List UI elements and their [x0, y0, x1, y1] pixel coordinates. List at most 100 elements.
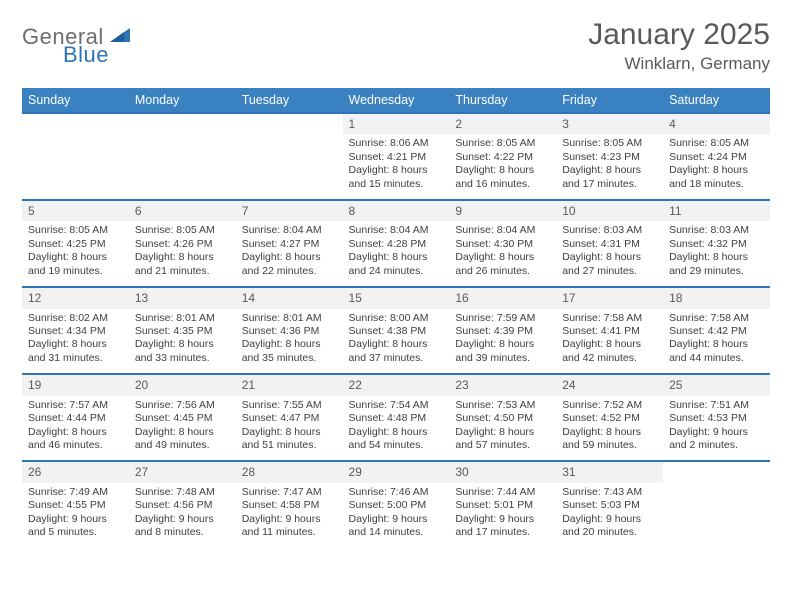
sunset: Sunset: 4:22 PM [455, 151, 550, 164]
day-detail: Sunrise: 8:05 AMSunset: 4:26 PMDaylight:… [129, 221, 236, 286]
daylight: Daylight: 8 hours and 49 minutes. [135, 426, 230, 453]
sunrise: Sunrise: 8:03 AM [562, 224, 657, 237]
day-body-cell: Sunrise: 7:48 AMSunset: 4:56 PMDaylight:… [129, 483, 236, 548]
calendar-header-row: SundayMondayTuesdayWednesdayThursdayFrid… [22, 88, 770, 113]
sunrise: Sunrise: 7:56 AM [135, 399, 230, 412]
day-detail: Sunrise: 7:57 AMSunset: 4:44 PMDaylight:… [22, 396, 129, 461]
day-body-cell: Sunrise: 8:05 AMSunset: 4:22 PMDaylight:… [449, 134, 556, 200]
sunset: Sunset: 5:00 PM [349, 499, 444, 512]
sunset: Sunset: 4:41 PM [562, 325, 657, 338]
day-detail: Sunrise: 7:58 AMSunset: 4:41 PMDaylight:… [556, 309, 663, 374]
day-number: 22 [343, 375, 450, 395]
day-number-cell: 6 [129, 200, 236, 221]
day-number-cell: 8 [343, 200, 450, 221]
day-number-cell: 18 [663, 287, 770, 308]
daylight: Daylight: 8 hours and 17 minutes. [562, 164, 657, 191]
day-body-cell: Sunrise: 8:05 AMSunset: 4:24 PMDaylight:… [663, 134, 770, 200]
daylight: Daylight: 8 hours and 33 minutes. [135, 338, 230, 365]
day-detail: Sunrise: 7:54 AMSunset: 4:48 PMDaylight:… [343, 396, 450, 461]
day-detail: Sunrise: 8:01 AMSunset: 4:36 PMDaylight:… [236, 309, 343, 374]
day-detail: Sunrise: 7:44 AMSunset: 5:01 PMDaylight:… [449, 483, 556, 548]
day-body-cell: Sunrise: 8:00 AMSunset: 4:38 PMDaylight:… [343, 309, 450, 375]
daylight: Daylight: 9 hours and 11 minutes. [242, 513, 337, 540]
day-body-cell: Sunrise: 7:49 AMSunset: 4:55 PMDaylight:… [22, 483, 129, 548]
daylight: Daylight: 8 hours and 27 minutes. [562, 251, 657, 278]
daylight: Daylight: 8 hours and 35 minutes. [242, 338, 337, 365]
sunrise: Sunrise: 8:05 AM [135, 224, 230, 237]
day-number-cell: 26 [22, 461, 129, 482]
day-number: 25 [663, 375, 770, 395]
daylight: Daylight: 8 hours and 19 minutes. [28, 251, 123, 278]
weekday-header: Monday [129, 88, 236, 113]
sunrise: Sunrise: 7:55 AM [242, 399, 337, 412]
day-detail: Sunrise: 8:05 AMSunset: 4:22 PMDaylight:… [449, 134, 556, 199]
day-number-cell: 30 [449, 461, 556, 482]
day-number-cell: 5 [22, 200, 129, 221]
day-number-cell: 16 [449, 287, 556, 308]
day-body-cell: Sunrise: 7:44 AMSunset: 5:01 PMDaylight:… [449, 483, 556, 548]
day-number: 13 [129, 288, 236, 308]
day-number-cell: 14 [236, 287, 343, 308]
day-detail: Sunrise: 8:05 AMSunset: 4:25 PMDaylight:… [22, 221, 129, 286]
day-detail: Sunrise: 8:03 AMSunset: 4:32 PMDaylight:… [663, 221, 770, 286]
day-detail: Sunrise: 7:47 AMSunset: 4:58 PMDaylight:… [236, 483, 343, 548]
day-number: 28 [236, 462, 343, 482]
sunrise: Sunrise: 7:49 AM [28, 486, 123, 499]
day-number-cell: 15 [343, 287, 450, 308]
daylight: Daylight: 8 hours and 42 minutes. [562, 338, 657, 365]
day-body-cell: Sunrise: 7:53 AMSunset: 4:50 PMDaylight:… [449, 396, 556, 462]
sunrise: Sunrise: 8:01 AM [135, 312, 230, 325]
day-body-cell [236, 134, 343, 200]
day-number-cell: 21 [236, 374, 343, 395]
day-number: 18 [663, 288, 770, 308]
day-body-cell: Sunrise: 8:05 AMSunset: 4:23 PMDaylight:… [556, 134, 663, 200]
weekday-header: Thursday [449, 88, 556, 113]
day-detail: Sunrise: 7:58 AMSunset: 4:42 PMDaylight:… [663, 309, 770, 374]
day-number: 27 [129, 462, 236, 482]
day-detail: Sunrise: 8:01 AMSunset: 4:35 PMDaylight:… [129, 309, 236, 374]
day-detail: Sunrise: 7:51 AMSunset: 4:53 PMDaylight:… [663, 396, 770, 461]
sunset: Sunset: 4:58 PM [242, 499, 337, 512]
day-detail: Sunrise: 7:46 AMSunset: 5:00 PMDaylight:… [343, 483, 450, 548]
sunset: Sunset: 4:53 PM [669, 412, 764, 425]
day-number: 24 [556, 375, 663, 395]
sunset: Sunset: 4:45 PM [135, 412, 230, 425]
day-detail: Sunrise: 8:02 AMSunset: 4:34 PMDaylight:… [22, 309, 129, 374]
day-detail: Sunrise: 8:04 AMSunset: 4:30 PMDaylight:… [449, 221, 556, 286]
sunrise: Sunrise: 8:04 AM [242, 224, 337, 237]
sunrise: Sunrise: 7:46 AM [349, 486, 444, 499]
day-detail: Sunrise: 8:06 AMSunset: 4:21 PMDaylight:… [343, 134, 450, 199]
day-number-cell: 2 [449, 113, 556, 134]
day-number: 14 [236, 288, 343, 308]
sunrise: Sunrise: 7:43 AM [562, 486, 657, 499]
day-number: 5 [22, 201, 129, 221]
sunrise: Sunrise: 8:05 AM [562, 137, 657, 150]
day-number: 21 [236, 375, 343, 395]
daylight: Daylight: 8 hours and 37 minutes. [349, 338, 444, 365]
daylight: Daylight: 8 hours and 16 minutes. [455, 164, 550, 191]
weekday-header: Friday [556, 88, 663, 113]
day-body-cell: Sunrise: 7:52 AMSunset: 4:52 PMDaylight:… [556, 396, 663, 462]
day-body-cell: Sunrise: 7:46 AMSunset: 5:00 PMDaylight:… [343, 483, 450, 548]
sunset: Sunset: 4:35 PM [135, 325, 230, 338]
sunrise: Sunrise: 7:58 AM [669, 312, 764, 325]
day-detail: Sunrise: 8:05 AMSunset: 4:24 PMDaylight:… [663, 134, 770, 199]
sunrise: Sunrise: 8:05 AM [455, 137, 550, 150]
sunset: Sunset: 4:27 PM [242, 238, 337, 251]
daylight: Daylight: 8 hours and 18 minutes. [669, 164, 764, 191]
daylight: Daylight: 8 hours and 29 minutes. [669, 251, 764, 278]
sunset: Sunset: 4:48 PM [349, 412, 444, 425]
day-number: 31 [556, 462, 663, 482]
day-detail: Sunrise: 7:59 AMSunset: 4:39 PMDaylight:… [449, 309, 556, 374]
sunset: Sunset: 4:34 PM [28, 325, 123, 338]
day-detail: Sunrise: 8:04 AMSunset: 4:27 PMDaylight:… [236, 221, 343, 286]
day-body-cell: Sunrise: 7:58 AMSunset: 4:42 PMDaylight:… [663, 309, 770, 375]
weekday-header: Wednesday [343, 88, 450, 113]
day-body-cell: Sunrise: 7:43 AMSunset: 5:03 PMDaylight:… [556, 483, 663, 548]
sunrise: Sunrise: 7:52 AM [562, 399, 657, 412]
sunset: Sunset: 4:31 PM [562, 238, 657, 251]
day-number: 6 [129, 201, 236, 221]
header: General January 2025 Winklarn, Germany [22, 18, 770, 74]
day-number: 1 [343, 114, 450, 134]
day-body-cell: Sunrise: 8:03 AMSunset: 4:32 PMDaylight:… [663, 221, 770, 287]
